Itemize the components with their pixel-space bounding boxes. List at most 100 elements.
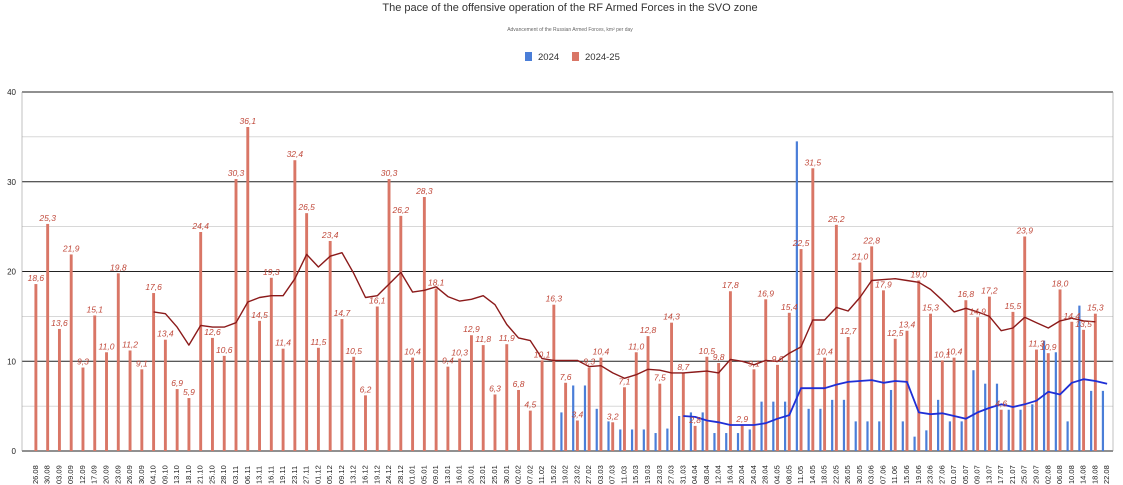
bar-2024-25 <box>399 215 403 451</box>
data-label: 30,3 <box>228 168 245 178</box>
x-tick-label: 07.03 <box>608 465 617 484</box>
data-label: 11,8 <box>475 334 491 344</box>
bar-2024-25 <box>187 398 191 451</box>
data-label: 26,5 <box>297 202 315 212</box>
data-label: 18,0 <box>1052 278 1069 288</box>
data-label: 13,5 <box>1075 319 1092 329</box>
data-label: 12,7 <box>840 326 857 336</box>
bar-2024-25 <box>929 313 932 451</box>
data-label: 7,5 <box>654 373 666 383</box>
x-tick-label: 02.08 <box>1043 465 1052 484</box>
bar-2024 <box>913 436 916 451</box>
bar-2024 <box>948 421 951 451</box>
data-label: 9,3 <box>583 357 595 367</box>
data-label: 11,3 <box>1029 339 1045 349</box>
bar-2024-25 <box>328 240 332 451</box>
data-label: 6,2 <box>360 384 372 394</box>
bar-2024 <box>1078 305 1081 451</box>
data-label: 16,9 <box>757 288 774 298</box>
x-tick-label: 01.01 <box>408 465 417 484</box>
data-label: 10,4 <box>593 347 610 357</box>
bar-2024-25 <box>575 420 579 451</box>
x-tick-label: 21.07 <box>1008 465 1017 484</box>
x-tick-label: 08.04 <box>702 465 711 484</box>
bar-2024-25 <box>599 357 603 451</box>
bar-2024-25 <box>434 288 438 451</box>
bar-2024 <box>972 370 975 451</box>
data-label: 11,4 <box>275 338 291 348</box>
data-label: 22,5 <box>792 238 810 248</box>
x-tick-label: 03.11 <box>231 466 240 484</box>
bar-2024 <box>560 412 563 451</box>
average-lines <box>153 251 1108 426</box>
bar-2024-25 <box>540 360 544 451</box>
data-label: 9,1 <box>136 358 148 368</box>
bar-2024 <box>889 389 893 451</box>
bar-2024 <box>1054 352 1057 451</box>
bar-2024-25 <box>987 296 991 451</box>
bar-2024 <box>925 430 928 451</box>
bar-2024 <box>701 412 704 451</box>
bar-2024-25 <box>69 254 73 451</box>
bar-2024-25 <box>893 338 897 451</box>
x-tick-label: 23.03 <box>655 465 664 484</box>
x-tick-label: 13.10 <box>172 465 181 484</box>
x-tick-label: 16.11 <box>266 466 275 484</box>
data-label: 9,8 <box>713 352 725 362</box>
y-axis-ticks: 0 10 20 30 40 <box>7 88 16 456</box>
x-tick-label: 07.02 <box>525 465 534 484</box>
bar-2024-25 <box>1082 329 1086 451</box>
legend: 2024 2024-25 <box>525 52 620 63</box>
bar-2024 <box>995 383 999 451</box>
bar-2024-25 <box>776 364 779 451</box>
x-tick-label: 25.07 <box>1020 465 1029 484</box>
bar-2024 <box>795 141 798 452</box>
data-label: 21,9 <box>62 243 80 253</box>
x-tick-label: 29.07 <box>1031 465 1040 484</box>
bar-2024-25 <box>316 347 320 451</box>
data-label: 10,5 <box>699 346 716 356</box>
bar-2024-25 <box>611 422 615 451</box>
data-label: 19,8 <box>110 262 127 272</box>
x-tick-label: 20.09 <box>102 465 111 484</box>
bar-2024-25 <box>658 383 662 451</box>
data-label: 10,6 <box>216 345 233 355</box>
data-label: 25,3 <box>38 213 56 223</box>
data-label: 19,3 <box>263 267 280 277</box>
bar-2024-25 <box>964 300 968 451</box>
x-tick-label: 26.08 <box>31 465 40 484</box>
bar-2024-25 <box>717 363 721 451</box>
x-tick-label: 03.03 <box>596 465 605 484</box>
x-tick-label: 14.05 <box>808 465 817 484</box>
bar-2024-25 <box>564 382 568 451</box>
y-tick-label: 40 <box>7 88 16 97</box>
bar-2024-25 <box>81 367 85 451</box>
legend-swatch-2024 <box>525 52 532 61</box>
x-tick-label: 24.04 <box>749 465 758 484</box>
x-tick-label: 05.07 <box>961 465 970 484</box>
x-tick-label: 24.12 <box>384 465 393 484</box>
bar-2024-25 <box>1058 289 1062 451</box>
bar-2024 <box>1031 404 1034 451</box>
bar-2024 <box>642 429 645 451</box>
x-tick-label: 15.03 <box>631 465 640 484</box>
data-label: 11,9 <box>499 333 515 343</box>
data-label: 11,0 <box>99 341 115 351</box>
data-label: 6,9 <box>171 378 183 388</box>
bar-2024 <box>984 383 987 451</box>
x-tick-label: 04.05 <box>773 465 782 484</box>
bar-2024 <box>854 421 857 451</box>
data-label: 14,5 <box>251 310 268 320</box>
x-tick-label: 23.06 <box>926 465 935 484</box>
data-label: 16,1 <box>369 296 386 306</box>
data-label: 13,6 <box>51 318 68 328</box>
bar-2024-25 <box>917 280 921 451</box>
x-tick-label: 27.02 <box>584 465 593 484</box>
data-label: 9,6 <box>772 354 784 364</box>
x-tick-label: 23.11 <box>290 466 299 484</box>
data-label: 15,3 <box>1087 303 1104 313</box>
data-label: 12,6 <box>204 327 221 337</box>
data-label: 9,3 <box>77 357 89 367</box>
bar-2024-25 <box>834 224 838 451</box>
data-label: 23,4 <box>321 230 339 240</box>
